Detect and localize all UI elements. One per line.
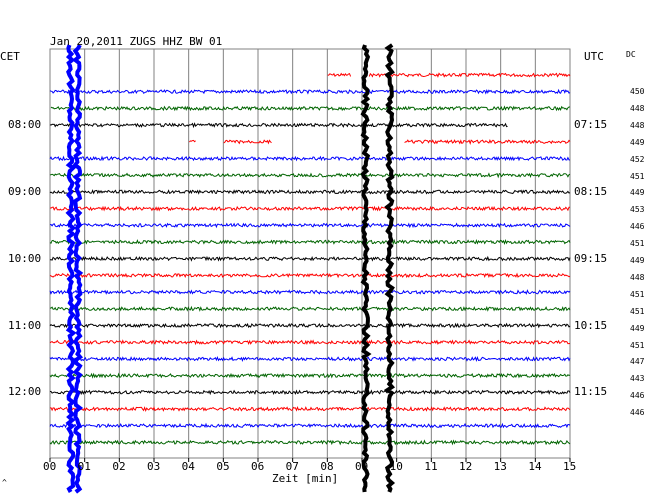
x-tick-label: 09 bbox=[355, 460, 369, 473]
dc-value: 453 bbox=[630, 205, 645, 215]
event-spike bbox=[383, 43, 396, 493]
dc-value: 447 bbox=[630, 357, 645, 367]
trace-line bbox=[49, 439, 571, 446]
trace-line bbox=[49, 389, 571, 396]
dc-value: 449 bbox=[630, 188, 645, 198]
x-tick-label: 06 bbox=[251, 460, 265, 473]
dc-value: 451 bbox=[630, 171, 645, 181]
x-tick-label: 03 bbox=[147, 460, 161, 473]
left-time-label: 09:00 bbox=[8, 184, 42, 198]
left-time-label: 08:00 bbox=[8, 118, 42, 132]
dc-value: 446 bbox=[630, 222, 645, 232]
right-time-label: 07:15 bbox=[574, 118, 608, 132]
x-tick-label: 14 bbox=[528, 460, 542, 473]
dc-value: 449 bbox=[630, 256, 645, 265]
x-tick-label: 10 bbox=[389, 460, 403, 473]
dc-value: 448 bbox=[630, 272, 645, 282]
dc-value: 451 bbox=[630, 340, 645, 350]
dc-value: 449 bbox=[630, 137, 645, 147]
trace-line bbox=[327, 72, 571, 78]
trace-line bbox=[49, 172, 571, 179]
x-tick-label: 11 bbox=[424, 460, 438, 473]
left-time-label: 12:00 bbox=[8, 385, 42, 399]
footer-mark: ^ bbox=[2, 478, 7, 487]
plot-frame bbox=[49, 48, 571, 459]
left-time-label: 10:00 bbox=[8, 251, 42, 265]
dc-value: 446 bbox=[630, 408, 645, 418]
x-tick-label: 12 bbox=[459, 460, 473, 473]
chart-title: Jan 20,2011 ZUGS HHZ BW 01 bbox=[50, 35, 223, 48]
right-time-label: 11:15 bbox=[574, 385, 608, 399]
dc-value: 452 bbox=[630, 154, 645, 164]
dc-value: 446 bbox=[630, 391, 645, 401]
trace-line bbox=[49, 255, 571, 262]
trace-line bbox=[49, 272, 571, 279]
trace-line bbox=[49, 205, 570, 212]
trace-line bbox=[50, 105, 570, 112]
right-time-label: 08:15 bbox=[574, 184, 608, 198]
event-spike bbox=[72, 44, 84, 494]
trace-line bbox=[49, 121, 508, 129]
trace-line bbox=[49, 188, 571, 195]
x-tick-label: 08 bbox=[320, 460, 334, 473]
left-timezone-label: CET bbox=[0, 50, 20, 63]
left-time-label: 11:00 bbox=[8, 318, 42, 332]
right-timezone-label: UTC bbox=[584, 50, 604, 63]
x-tick-label: 00 bbox=[43, 460, 57, 473]
trace-line bbox=[49, 406, 571, 412]
trace-line bbox=[49, 372, 571, 379]
event-spike bbox=[65, 44, 77, 493]
dc-value: 451 bbox=[630, 306, 645, 316]
trace-line bbox=[49, 155, 571, 162]
x-tick-label: 01 bbox=[77, 460, 91, 473]
dc-value: 451 bbox=[630, 289, 645, 299]
x-tick-label: 07 bbox=[285, 460, 299, 473]
x-tick-label: 04 bbox=[181, 460, 195, 473]
trace-line bbox=[49, 339, 571, 346]
x-tick-label: 05 bbox=[216, 460, 230, 473]
trace-line bbox=[49, 355, 571, 362]
dc-value: 450 bbox=[630, 87, 645, 96]
right-time-label: 09:15 bbox=[574, 251, 608, 265]
x-axis-label: Zeit [min] bbox=[272, 472, 339, 485]
dc-value: 449 bbox=[630, 323, 645, 333]
trace-line bbox=[49, 322, 571, 329]
trace-line bbox=[189, 139, 571, 145]
x-tick-label: 13 bbox=[493, 460, 507, 473]
right-time-label: 10:15 bbox=[574, 318, 608, 332]
dc-label: DC bbox=[626, 50, 636, 59]
dc-value: 448 bbox=[630, 103, 645, 113]
dc-value: 451 bbox=[630, 239, 645, 249]
trace-line bbox=[49, 289, 571, 296]
event-spike bbox=[360, 44, 372, 493]
trace-line bbox=[49, 238, 571, 246]
trace-line bbox=[49, 88, 571, 95]
x-tick-label: 02 bbox=[112, 460, 126, 473]
x-tick-label: 15 bbox=[563, 460, 577, 473]
trace-line bbox=[49, 305, 571, 312]
trace-line bbox=[49, 422, 571, 429]
dc-value: 448 bbox=[630, 120, 645, 130]
trace-line bbox=[49, 222, 571, 229]
dc-value: 443 bbox=[630, 374, 645, 384]
